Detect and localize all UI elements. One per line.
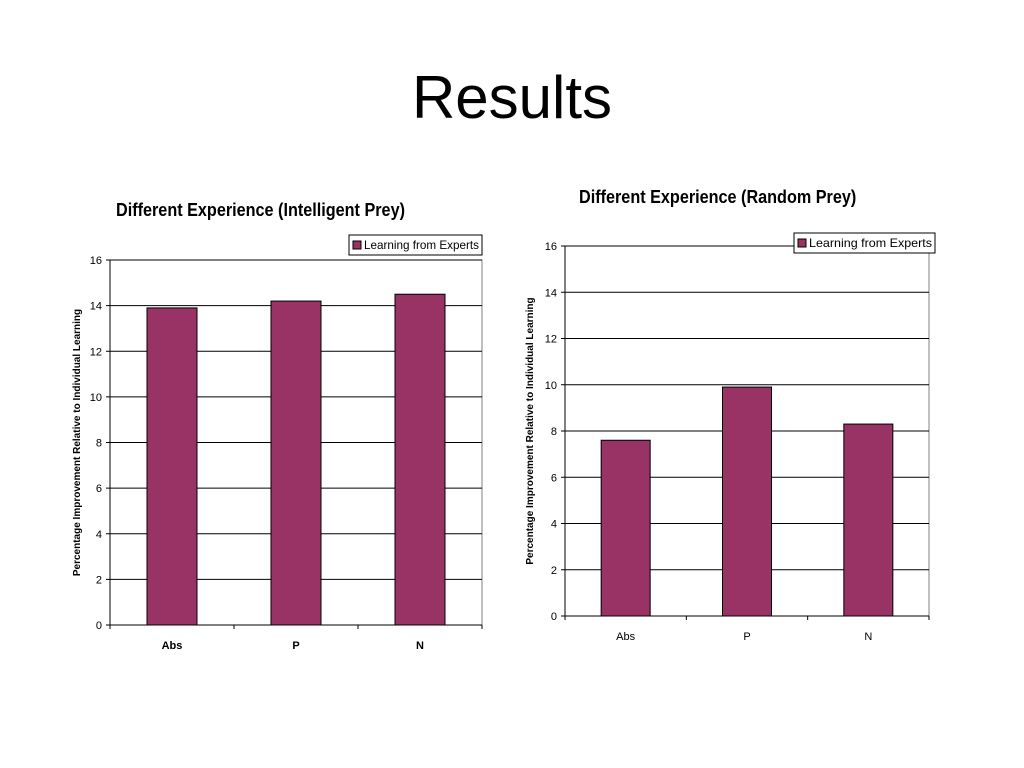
y-tick-label: 4 [96,529,102,541]
bar-abs [146,307,198,626]
x-category-label: Abs [162,640,183,652]
y-tick-label: 0 [551,611,557,623]
x-category-label: Abs [616,631,635,643]
legend-swatch [352,240,362,250]
y-tick-label: 10 [545,380,557,392]
legend: Learning from Experts [793,232,936,254]
x-category-label: N [416,640,424,652]
y-tick-label: 6 [551,472,557,484]
y-tick-label: 0 [96,620,102,632]
y-axis-label: Percentage Improvement Relative to Indiv… [72,309,83,576]
y-tick-label: 4 [551,519,557,531]
y-axis-label: Percentage Improvement Relative to Indiv… [525,297,536,564]
legend-label: Learning from Experts [809,236,932,250]
slide-title: Results [411,64,613,131]
x-category-label: P [743,631,750,643]
legend-box [793,232,936,254]
legend-label: Learning from Experts [364,238,479,252]
y-tick-label: 14 [545,287,557,299]
x-category-label: N [864,631,872,643]
y-tick-label: 2 [551,565,557,577]
legend-swatch [797,238,807,248]
legend-box [348,234,483,256]
bar-p [722,386,772,617]
y-tick-label: 2 [96,574,102,586]
y-tick-label: 10 [90,392,102,404]
bar-n [394,293,446,626]
y-tick-label: 12 [545,334,557,346]
chart-title-intelligent-prey: Different Experience (Intelligent Prey) [116,200,405,220]
chart-title-random-prey: Different Experience (Random Prey) [579,187,857,207]
y-tick-label: 6 [96,483,102,495]
bar-n [843,423,894,617]
x-category-label: P [292,640,299,652]
y-tick-label: 8 [96,438,102,450]
bar-abs [600,439,651,617]
legend: Learning from Experts [348,234,483,256]
y-tick-label: 12 [90,346,102,358]
y-tick-label: 14 [90,301,102,313]
y-tick-label: 8 [551,426,557,438]
y-tick-label: 16 [90,255,102,267]
bar-p [270,300,322,626]
y-tick-label: 16 [545,241,557,253]
